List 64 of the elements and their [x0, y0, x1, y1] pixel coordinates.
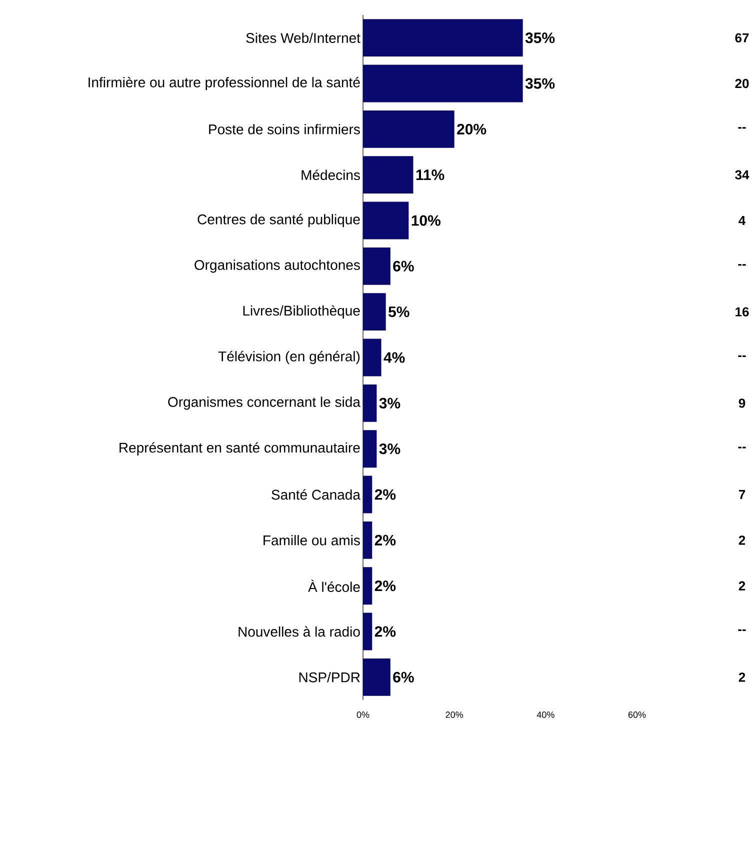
data-label: 10%: [412, 215, 440, 226]
bar: [363, 247, 390, 285]
bar: [363, 658, 390, 696]
data-label: 2%: [374, 489, 396, 500]
y-tick-label: Nouvelles à la radio: [238, 626, 360, 637]
y-tick-label: Représentant en santé communautaire: [120, 442, 360, 456]
bar: [363, 202, 409, 240]
y-tick-label: NSP/PDR: [299, 672, 360, 682]
x-tick-label: 20%: [446, 712, 464, 718]
y-tick-label: Organismes concernant le sida: [168, 396, 360, 410]
text: --: [738, 446, 746, 448]
text: 16: [736, 307, 749, 316]
data-label: 4%: [384, 352, 405, 363]
data-label: 11%: [416, 170, 444, 180]
bar: [363, 384, 377, 422]
data-label: 6%: [393, 260, 414, 272]
text: --: [738, 355, 746, 357]
y-tick-label: Médecins: [302, 170, 360, 180]
bar: [363, 293, 386, 331]
data-label: 35%: [525, 78, 555, 89]
data-label: 5%: [388, 306, 410, 318]
bar: [363, 612, 372, 650]
data-label: 2%: [374, 580, 396, 592]
y-tick-label: Famille ou amis: [264, 535, 360, 546]
y-tick-label: Infirmière ou autre professionnel de la santé: [88, 76, 360, 90]
y-tick-label: Santé Canada: [272, 489, 360, 500]
bar: [363, 338, 382, 376]
data-label: 6%: [393, 672, 414, 682]
bar: [363, 430, 377, 468]
text: --: [738, 264, 746, 266]
data-label: 20%: [457, 124, 486, 134]
bar: [363, 64, 523, 102]
x-tick-label: 60%: [628, 712, 646, 718]
text: 2: [738, 581, 746, 590]
x-tick-label: 0%: [356, 712, 370, 718]
text: 34: [735, 170, 750, 180]
text: 2: [738, 672, 746, 682]
text: --: [738, 127, 746, 129]
text: 20: [735, 78, 749, 88]
text: 4: [738, 216, 746, 225]
bar: [363, 110, 454, 148]
bar: [363, 567, 372, 605]
data-label: 2%: [374, 626, 396, 637]
text: 67: [735, 33, 749, 42]
y-tick-label: Poste de soins infirmiers: [209, 124, 360, 134]
y-tick-label: À l'école: [308, 580, 360, 592]
text: 7: [738, 490, 746, 499]
y-tick-label: Livres/Bibliothèque: [243, 305, 360, 318]
x-tick-label: 40%: [536, 712, 554, 718]
bar: [363, 476, 372, 514]
text: 9: [738, 398, 746, 408]
data-label: 35%: [525, 32, 555, 44]
data-label: 3%: [379, 444, 400, 454]
bar: [363, 156, 414, 194]
y-tick-label: Télévision (en général): [218, 350, 360, 364]
data-label: 2%: [374, 534, 396, 546]
y-tick-label: Centres de santé publique: [198, 214, 360, 228]
data-label: 3%: [379, 398, 400, 408]
y-tick-label: Organisations autochtones: [194, 260, 360, 273]
bar: [363, 19, 523, 57]
text: --: [738, 629, 746, 631]
text: 2: [738, 536, 746, 545]
bar: [363, 521, 372, 559]
y-tick-label: Sites Web/Internet: [246, 32, 360, 43]
